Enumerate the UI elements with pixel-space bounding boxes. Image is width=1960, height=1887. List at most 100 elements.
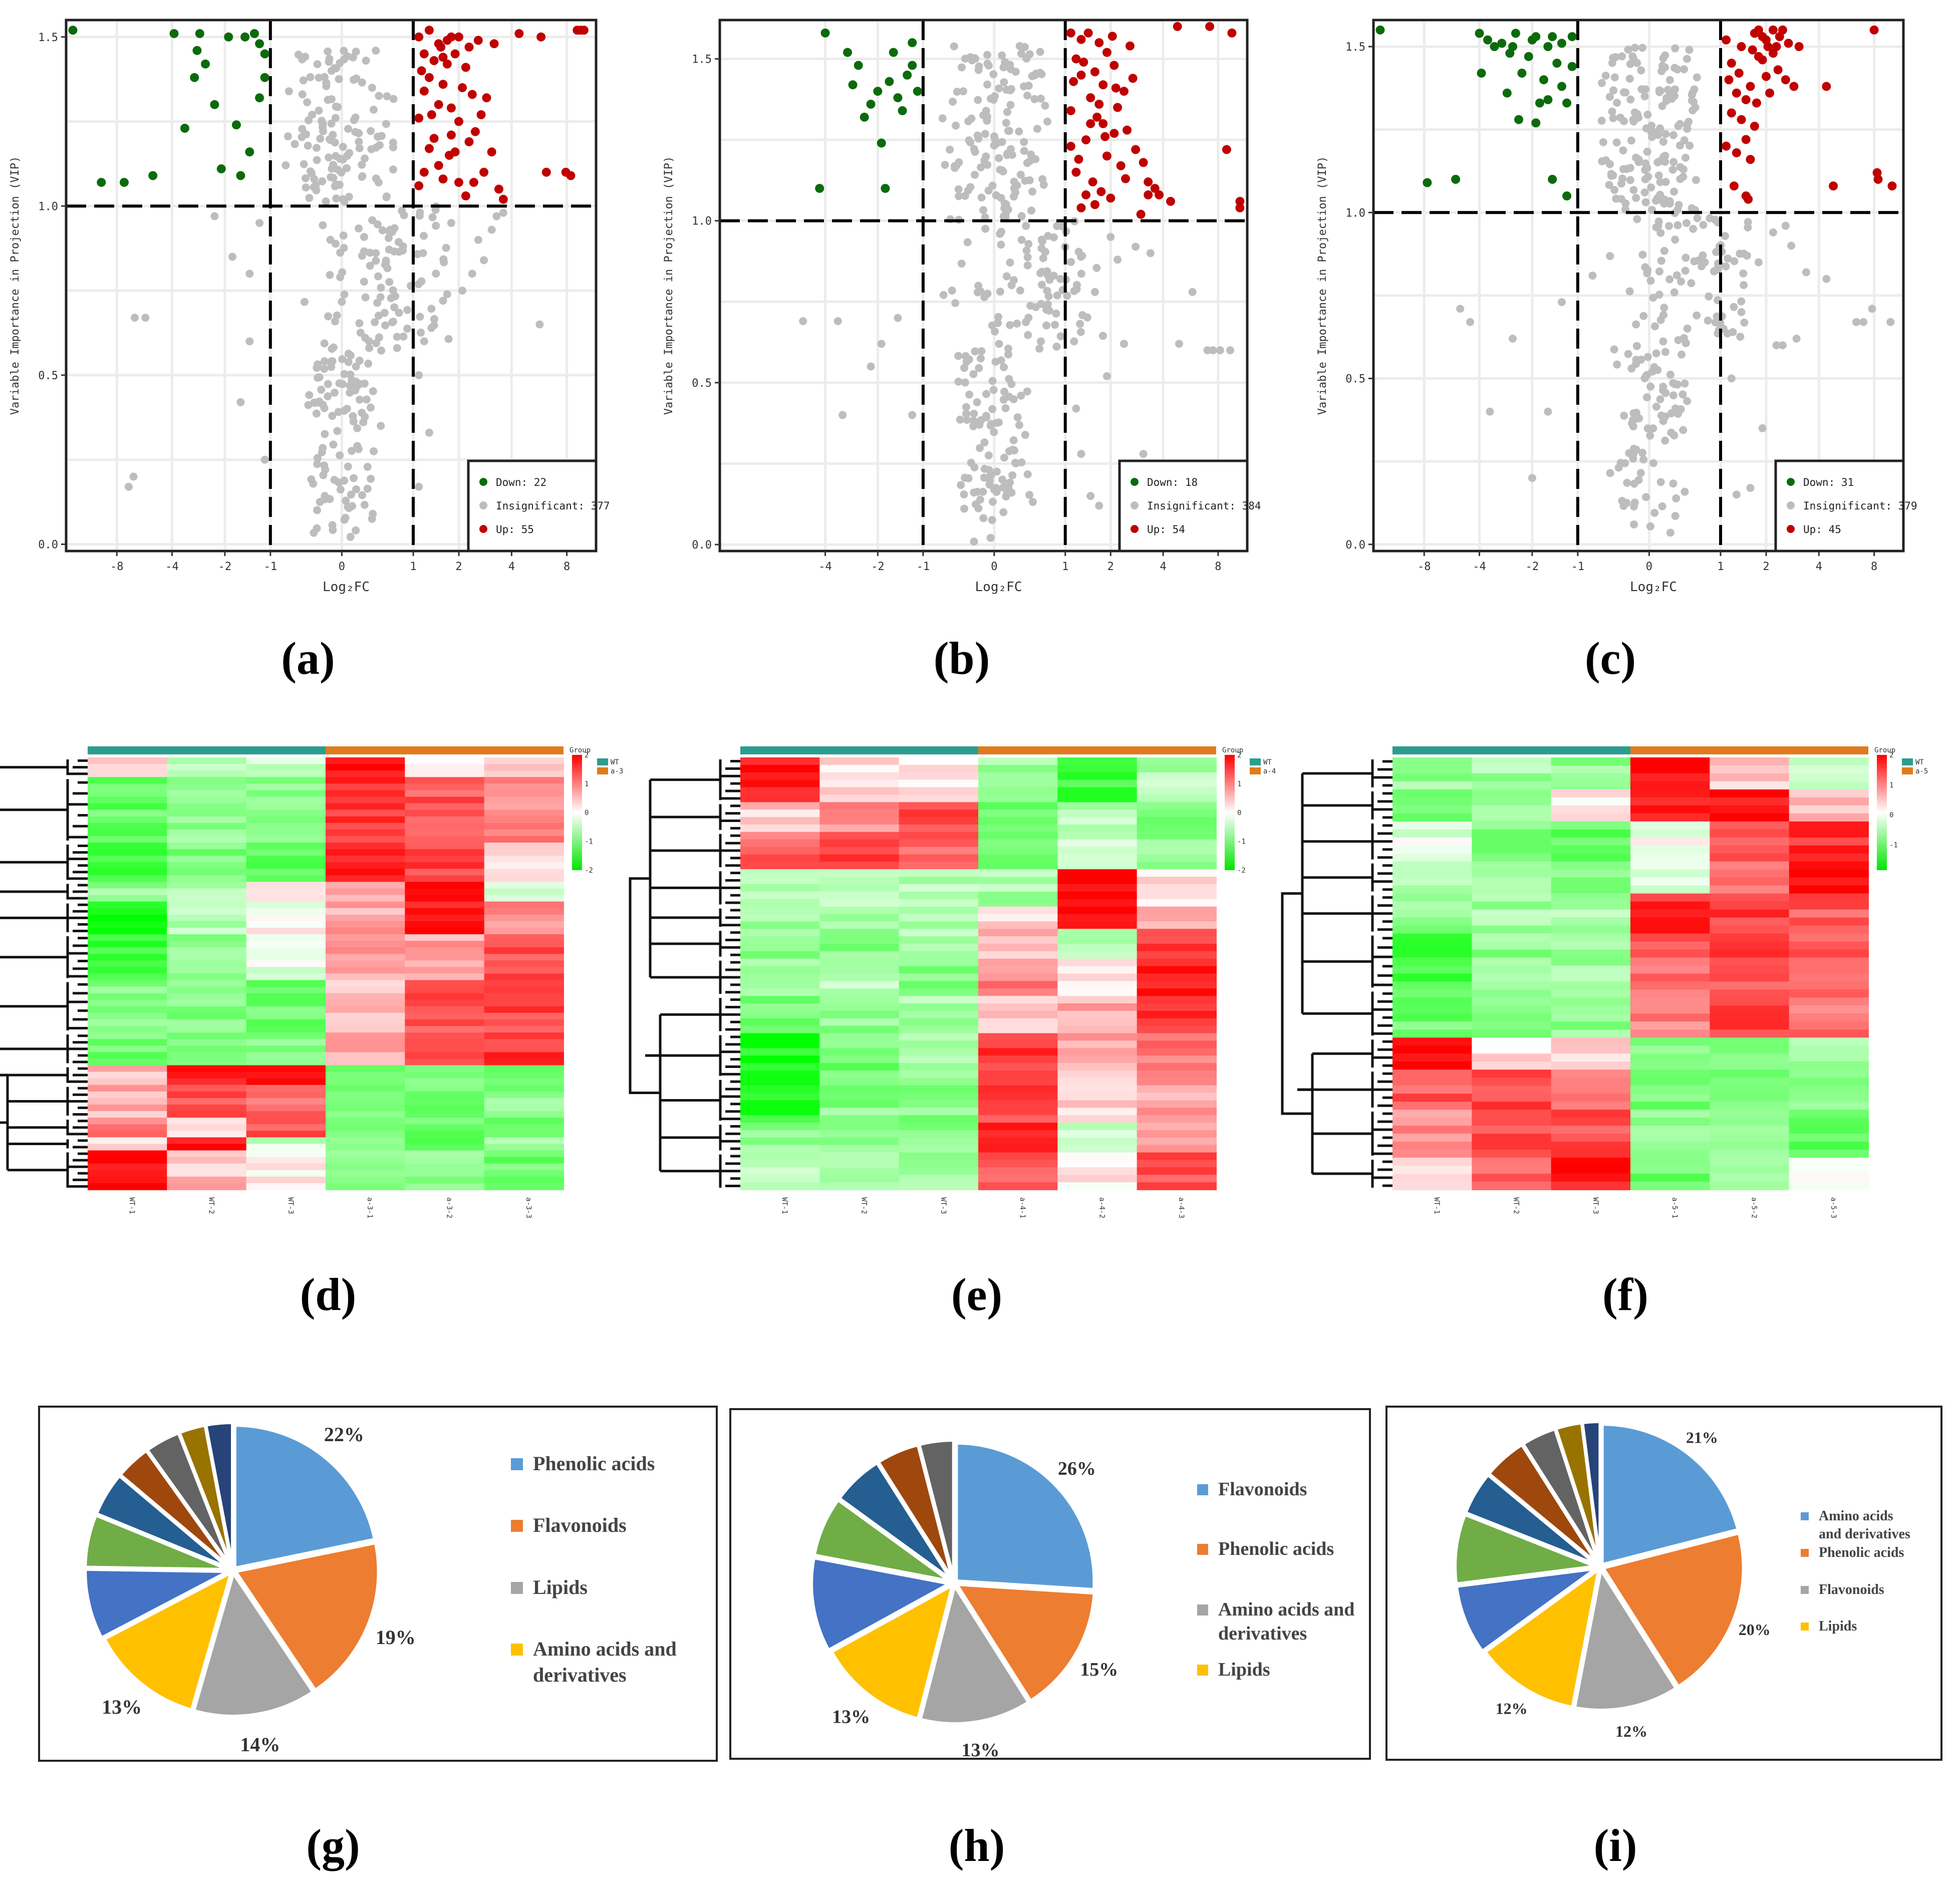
heatmap-cell [167, 895, 247, 902]
heatmap-cell [1551, 1134, 1631, 1143]
heatmap-cell [1789, 1053, 1869, 1062]
up-point [1737, 42, 1746, 51]
insignificant-point [1632, 153, 1640, 162]
insignificant-point [369, 387, 377, 396]
insignificant-point [1721, 232, 1729, 240]
insignificant-point [988, 321, 996, 330]
heatmap-cell [1472, 1094, 1552, 1103]
up-point [1752, 98, 1761, 108]
heatmap-cell [899, 824, 979, 833]
heatmap-cell [88, 777, 168, 784]
heatmap-cell [326, 1091, 406, 1099]
insignificant-point [1669, 391, 1677, 400]
heatmap-cell [740, 936, 820, 944]
insignificant-point [977, 347, 986, 355]
heatmap-cell [88, 1039, 168, 1046]
row-dendrogram [629, 759, 740, 1188]
up-point [461, 191, 470, 201]
insignificant-point [304, 141, 312, 150]
down-point [893, 93, 903, 103]
insignificant-point [1677, 277, 1686, 286]
heatmap-cell [405, 1091, 485, 1099]
heatmap-cell [246, 993, 326, 1000]
heatmap-cell [1137, 779, 1217, 788]
legend-label-up: Up: 45 [1803, 523, 1841, 535]
insignificant-point [1732, 490, 1741, 499]
insignificant-point [327, 173, 335, 181]
insignificant-point [1043, 117, 1052, 126]
heatmap-cell [167, 1058, 247, 1066]
insignificant-point [1139, 450, 1148, 458]
legend-group-label: a-3 [611, 767, 623, 775]
insignificant-point [347, 490, 355, 499]
insignificant-point [961, 352, 970, 360]
insignificant-point [973, 131, 982, 140]
insignificant-point [324, 380, 332, 388]
heatmap-cell [1392, 1134, 1473, 1143]
down-point [1514, 115, 1524, 124]
insignificant-point [358, 160, 366, 169]
heatmap-cell [740, 958, 820, 967]
heatmap-cell [1551, 909, 1631, 918]
heatmap-cell [88, 908, 168, 915]
heatmap-cell [1630, 1013, 1711, 1022]
insignificant-point [996, 288, 1004, 296]
insignificant-point [1528, 474, 1536, 482]
panel-label-g: (g) [306, 1820, 360, 1871]
heatmap-cell [1392, 1061, 1473, 1070]
insignificant-point [975, 364, 983, 372]
insignificant-point [999, 395, 1008, 404]
heatmap-cell [740, 1100, 820, 1109]
heatmap-cell [88, 999, 168, 1007]
insignificant-point [1035, 344, 1044, 353]
color-scale-label: -1 [585, 838, 593, 846]
insignificant-point [1640, 92, 1649, 101]
insignificant-point [1661, 130, 1670, 138]
heatmap-cell [1630, 989, 1711, 998]
insignificant-point [487, 225, 496, 234]
insignificant-point [1627, 364, 1636, 373]
insignificant-point [360, 379, 369, 388]
heatmap-cell [1472, 1086, 1552, 1095]
insignificant-point [1030, 95, 1039, 103]
heatmap-cell [246, 1150, 326, 1158]
down-point [192, 46, 202, 55]
heatmap-cell [1789, 1174, 1869, 1183]
insignificant-point [1188, 288, 1197, 296]
insignificant-point [333, 427, 342, 435]
insignificant-point [1737, 308, 1746, 316]
heatmap-cell [1057, 824, 1138, 833]
heatmap-cell [819, 899, 900, 907]
up-point [1121, 174, 1131, 183]
heatmap-cell [1057, 1077, 1138, 1086]
up-point [1123, 125, 1132, 135]
legend-group-label: a-5 [1915, 767, 1928, 775]
insignificant-point [955, 192, 963, 200]
heatmap-cell [1710, 861, 1790, 870]
insignificant-point [1758, 424, 1767, 432]
heatmap-cell [740, 1152, 820, 1161]
heatmap-cell [1392, 1126, 1473, 1135]
heatmap-cell [326, 757, 406, 765]
heatmap-cell [899, 877, 979, 885]
insignificant-point [1683, 55, 1692, 63]
insignificant-point [1649, 294, 1657, 302]
insignificant-point [358, 408, 366, 417]
up-point [1076, 203, 1086, 212]
insignificant-point [319, 400, 327, 409]
insignificant-point [970, 409, 978, 418]
insignificant-point [1630, 44, 1639, 52]
insignificant-point [954, 352, 963, 360]
insignificant-point [1642, 371, 1650, 380]
insignificant-point [419, 231, 428, 240]
heatmap-cell [740, 1040, 820, 1049]
heatmap-cell [1472, 1150, 1552, 1159]
heatmap-cell [819, 1040, 900, 1049]
insignificant-point [1624, 46, 1632, 54]
heatmap-cell [88, 829, 168, 837]
legend-title: Group [1874, 746, 1895, 754]
heatmap-cell [88, 1006, 168, 1013]
insignificant-point [373, 299, 382, 307]
heatmap-cell [978, 1115, 1058, 1124]
